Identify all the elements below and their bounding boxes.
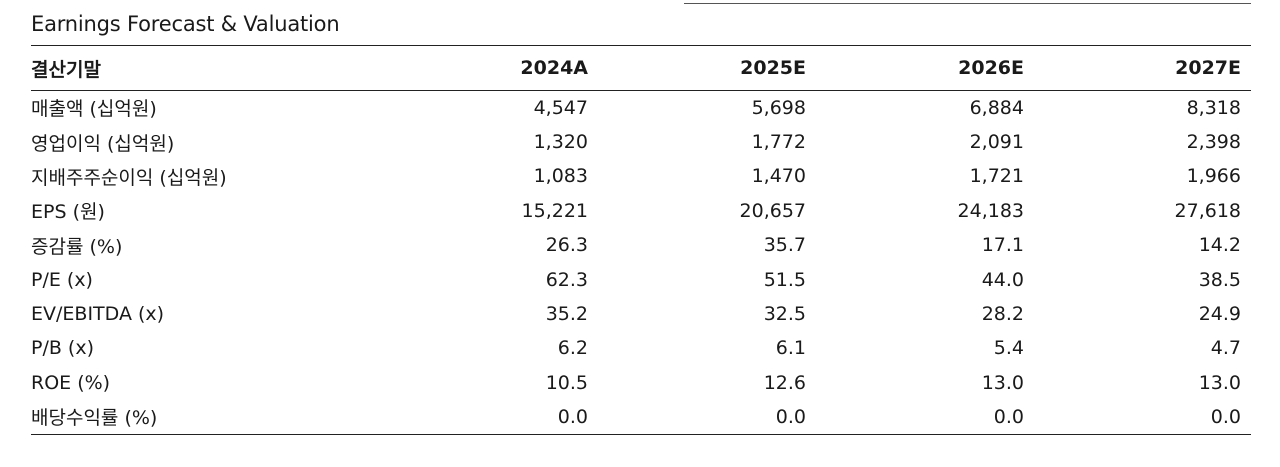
row-value: 20,657 <box>739 199 806 222</box>
row-value: 35.2 <box>545 303 588 326</box>
table-row: 배당수익률 (%) 0.0 0.0 0.0 0.0 <box>31 400 1251 435</box>
row-value: 17.1 <box>981 234 1024 257</box>
row-value: 38.5 <box>1198 268 1241 291</box>
row-value: 1,721 <box>969 165 1024 188</box>
row-value: 1,772 <box>751 131 806 154</box>
row-value: 5.4 <box>993 337 1024 360</box>
row-value: 6,884 <box>969 96 1024 119</box>
row-value: 5,698 <box>751 96 806 119</box>
row-value: 2,398 <box>1186 131 1241 154</box>
row-value: 6.2 <box>557 337 588 360</box>
row-label: P/B (x) <box>31 337 95 360</box>
table-title: Earnings Forecast & Valuation <box>31 12 340 36</box>
header-row: 결산기말 2024A 2025E 2026E 2027E <box>31 45 1251 91</box>
table-row: 지배주주순이익 (십억원) 1,083 1,470 1,721 1,966 <box>31 159 1251 193</box>
row-value: 62.3 <box>545 268 588 291</box>
row-label: P/E (x) <box>31 268 93 291</box>
row-value: 2,091 <box>969 131 1024 154</box>
row-value: 1,320 <box>533 131 588 154</box>
row-value: 44.0 <box>981 268 1024 291</box>
row-value: 13.0 <box>981 371 1024 394</box>
row-label: 배당수익률 (%) <box>31 400 368 435</box>
row-label: ROE (%) <box>31 371 111 394</box>
row-value: 24,183 <box>957 199 1024 222</box>
table-row: ROE (%) 10.5 12.6 13.0 13.0 <box>31 366 1251 400</box>
row-value: 13.0 <box>1198 371 1241 394</box>
row-value: 12.6 <box>763 371 806 394</box>
header-year: 2026E <box>806 45 1024 91</box>
header-year: 2025E <box>588 45 806 91</box>
row-value: 51.5 <box>763 268 806 291</box>
row-value: 0.0 <box>1024 400 1251 435</box>
row-label: 증감률 (%) <box>31 235 123 258</box>
row-value: 14.2 <box>1198 234 1241 257</box>
table-row: 증감률 (%) 26.3 35.7 17.1 14.2 <box>31 228 1251 262</box>
row-label: 영업이익 (십억원) <box>31 132 175 155</box>
table-row: EPS (원) 15,221 20,657 24,183 27,618 <box>31 194 1251 228</box>
row-value: 0.0 <box>588 400 806 435</box>
row-value: 8,318 <box>1186 96 1241 119</box>
table-row: P/B (x) 6.2 6.1 5.4 4.7 <box>31 331 1251 365</box>
row-value: 0.0 <box>368 400 588 435</box>
row-value: 27,618 <box>1174 199 1241 222</box>
row-value: 4.7 <box>1210 337 1241 360</box>
top-divider <box>684 3 1251 4</box>
row-value: 26.3 <box>545 234 588 257</box>
header-year: 2027E <box>1024 45 1251 91</box>
table-row: 영업이익 (십억원) 1,320 1,772 2,091 2,398 <box>31 125 1251 159</box>
header-label: 결산기말 <box>31 45 368 91</box>
row-value: 10.5 <box>545 371 588 394</box>
row-value: 35.7 <box>763 234 806 257</box>
row-value: 4,547 <box>533 96 588 119</box>
row-label: EPS (원) <box>31 201 105 224</box>
row-value: 28.2 <box>981 303 1024 326</box>
table-row: P/E (x) 62.3 51.5 44.0 38.5 <box>31 262 1251 296</box>
table-row: 매출액 (십억원) 4,547 5,698 6,884 8,318 <box>31 91 1251 125</box>
row-value: 32.5 <box>763 303 806 326</box>
row-value: 6.1 <box>775 337 806 360</box>
earnings-forecast-table: 결산기말 2024A 2025E 2026E 2027E 매출액 (십억원) 4,… <box>31 45 1251 435</box>
row-label: 매출액 (십억원) <box>31 98 157 121</box>
row-label: 지배주주순이익 (십억원) <box>31 166 227 189</box>
row-value: 1,470 <box>751 165 806 188</box>
header-year: 2024A <box>368 45 588 91</box>
row-label: EV/EBITDA (x) <box>31 303 165 326</box>
row-value: 24.9 <box>1198 303 1241 326</box>
row-value: 1,966 <box>1186 165 1241 188</box>
table-row: EV/EBITDA (x) 35.2 32.5 28.2 24.9 <box>31 297 1251 331</box>
row-value: 0.0 <box>806 400 1024 435</box>
row-value: 15,221 <box>521 199 588 222</box>
row-value: 1,083 <box>533 165 588 188</box>
